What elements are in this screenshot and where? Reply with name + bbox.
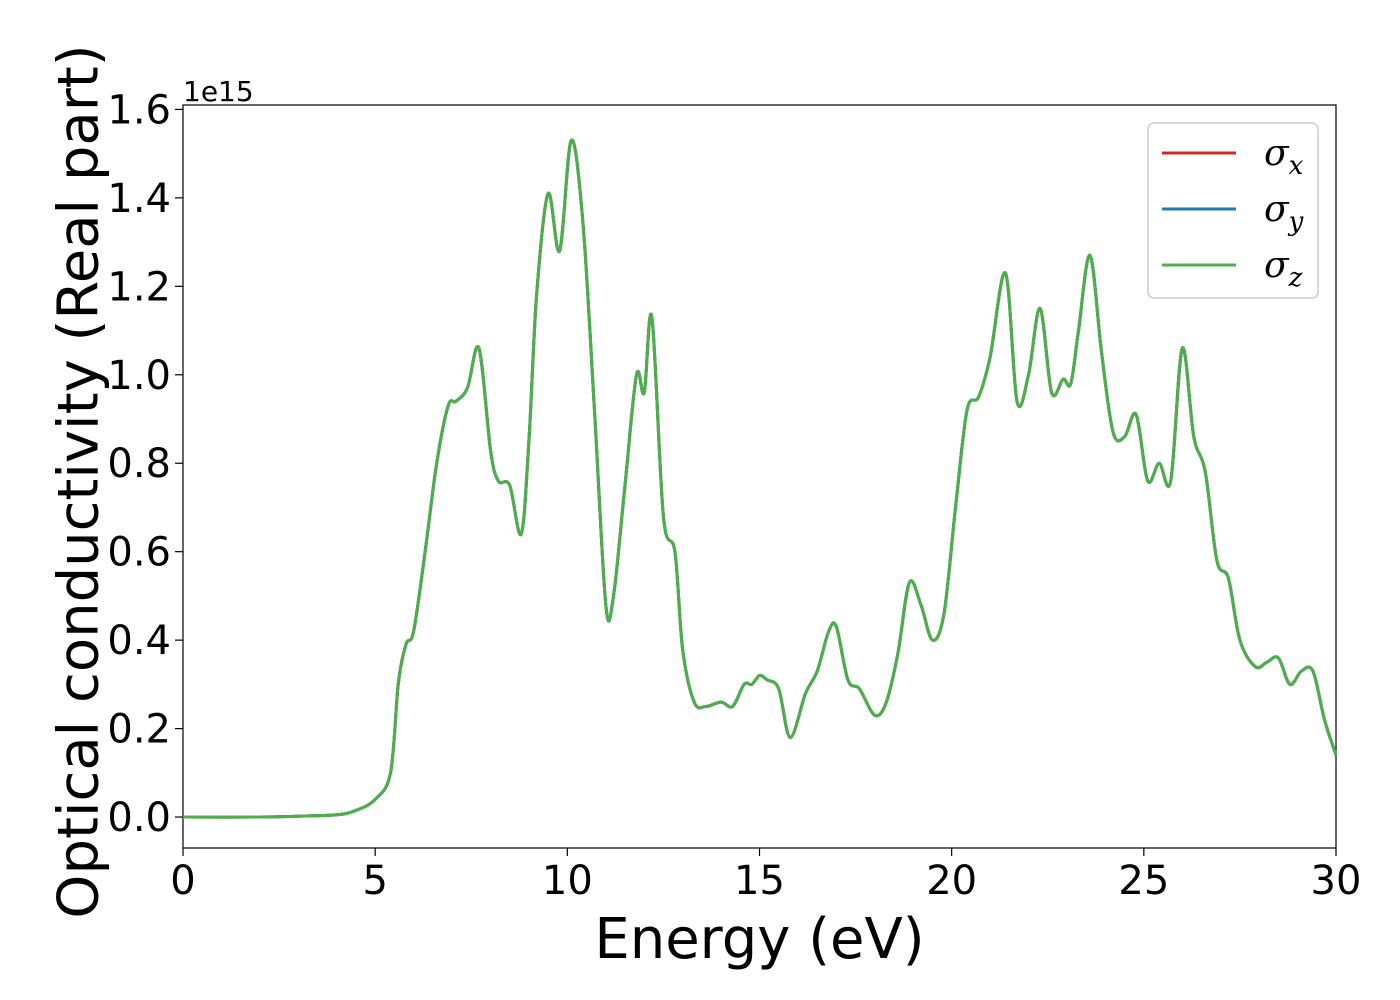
y-tick-label: 0.2 bbox=[107, 707, 171, 753]
y-axis: 0.0 0.2 0.4 0.6 0.8 1.0 1.2 1.4 1.6 bbox=[107, 87, 183, 841]
legend: σx σy σz bbox=[1147, 122, 1319, 299]
series-layer bbox=[182, 138, 1338, 819]
legend-entry-sigma-x: σx bbox=[1264, 133, 1304, 181]
series-line-sigma-z bbox=[182, 138, 1338, 819]
legend-entry-sigma-z: σz bbox=[1264, 245, 1303, 293]
y-axis-offset-label: 1e15 bbox=[183, 75, 254, 108]
y-tick-label: 0.6 bbox=[107, 530, 171, 576]
x-tick-label: 0 bbox=[170, 858, 195, 904]
y-tick-label: 1.0 bbox=[107, 353, 171, 399]
y-tick-label: 0.0 bbox=[107, 795, 171, 841]
x-tick-label: 25 bbox=[1118, 858, 1169, 904]
x-axis: 0 5 10 15 20 25 30 bbox=[170, 848, 1361, 904]
x-tick-label: 20 bbox=[926, 858, 977, 904]
y-tick-label: 0.8 bbox=[107, 441, 171, 487]
x-axis-label: Energy (eV) bbox=[594, 907, 924, 972]
y-tick-label: 1.4 bbox=[107, 176, 171, 222]
legend-entry-sigma-y: σy bbox=[1264, 189, 1304, 237]
x-tick-label: 10 bbox=[542, 858, 593, 904]
x-tick-label: 30 bbox=[1311, 858, 1362, 904]
y-axis-label: Optical conductivity (Real part) bbox=[47, 44, 112, 918]
x-tick-label: 15 bbox=[734, 858, 785, 904]
y-tick-label: 0.4 bbox=[107, 618, 171, 664]
y-tick-label: 1.2 bbox=[107, 264, 171, 310]
y-tick-label: 1.6 bbox=[107, 87, 171, 133]
x-tick-label: 5 bbox=[362, 858, 387, 904]
